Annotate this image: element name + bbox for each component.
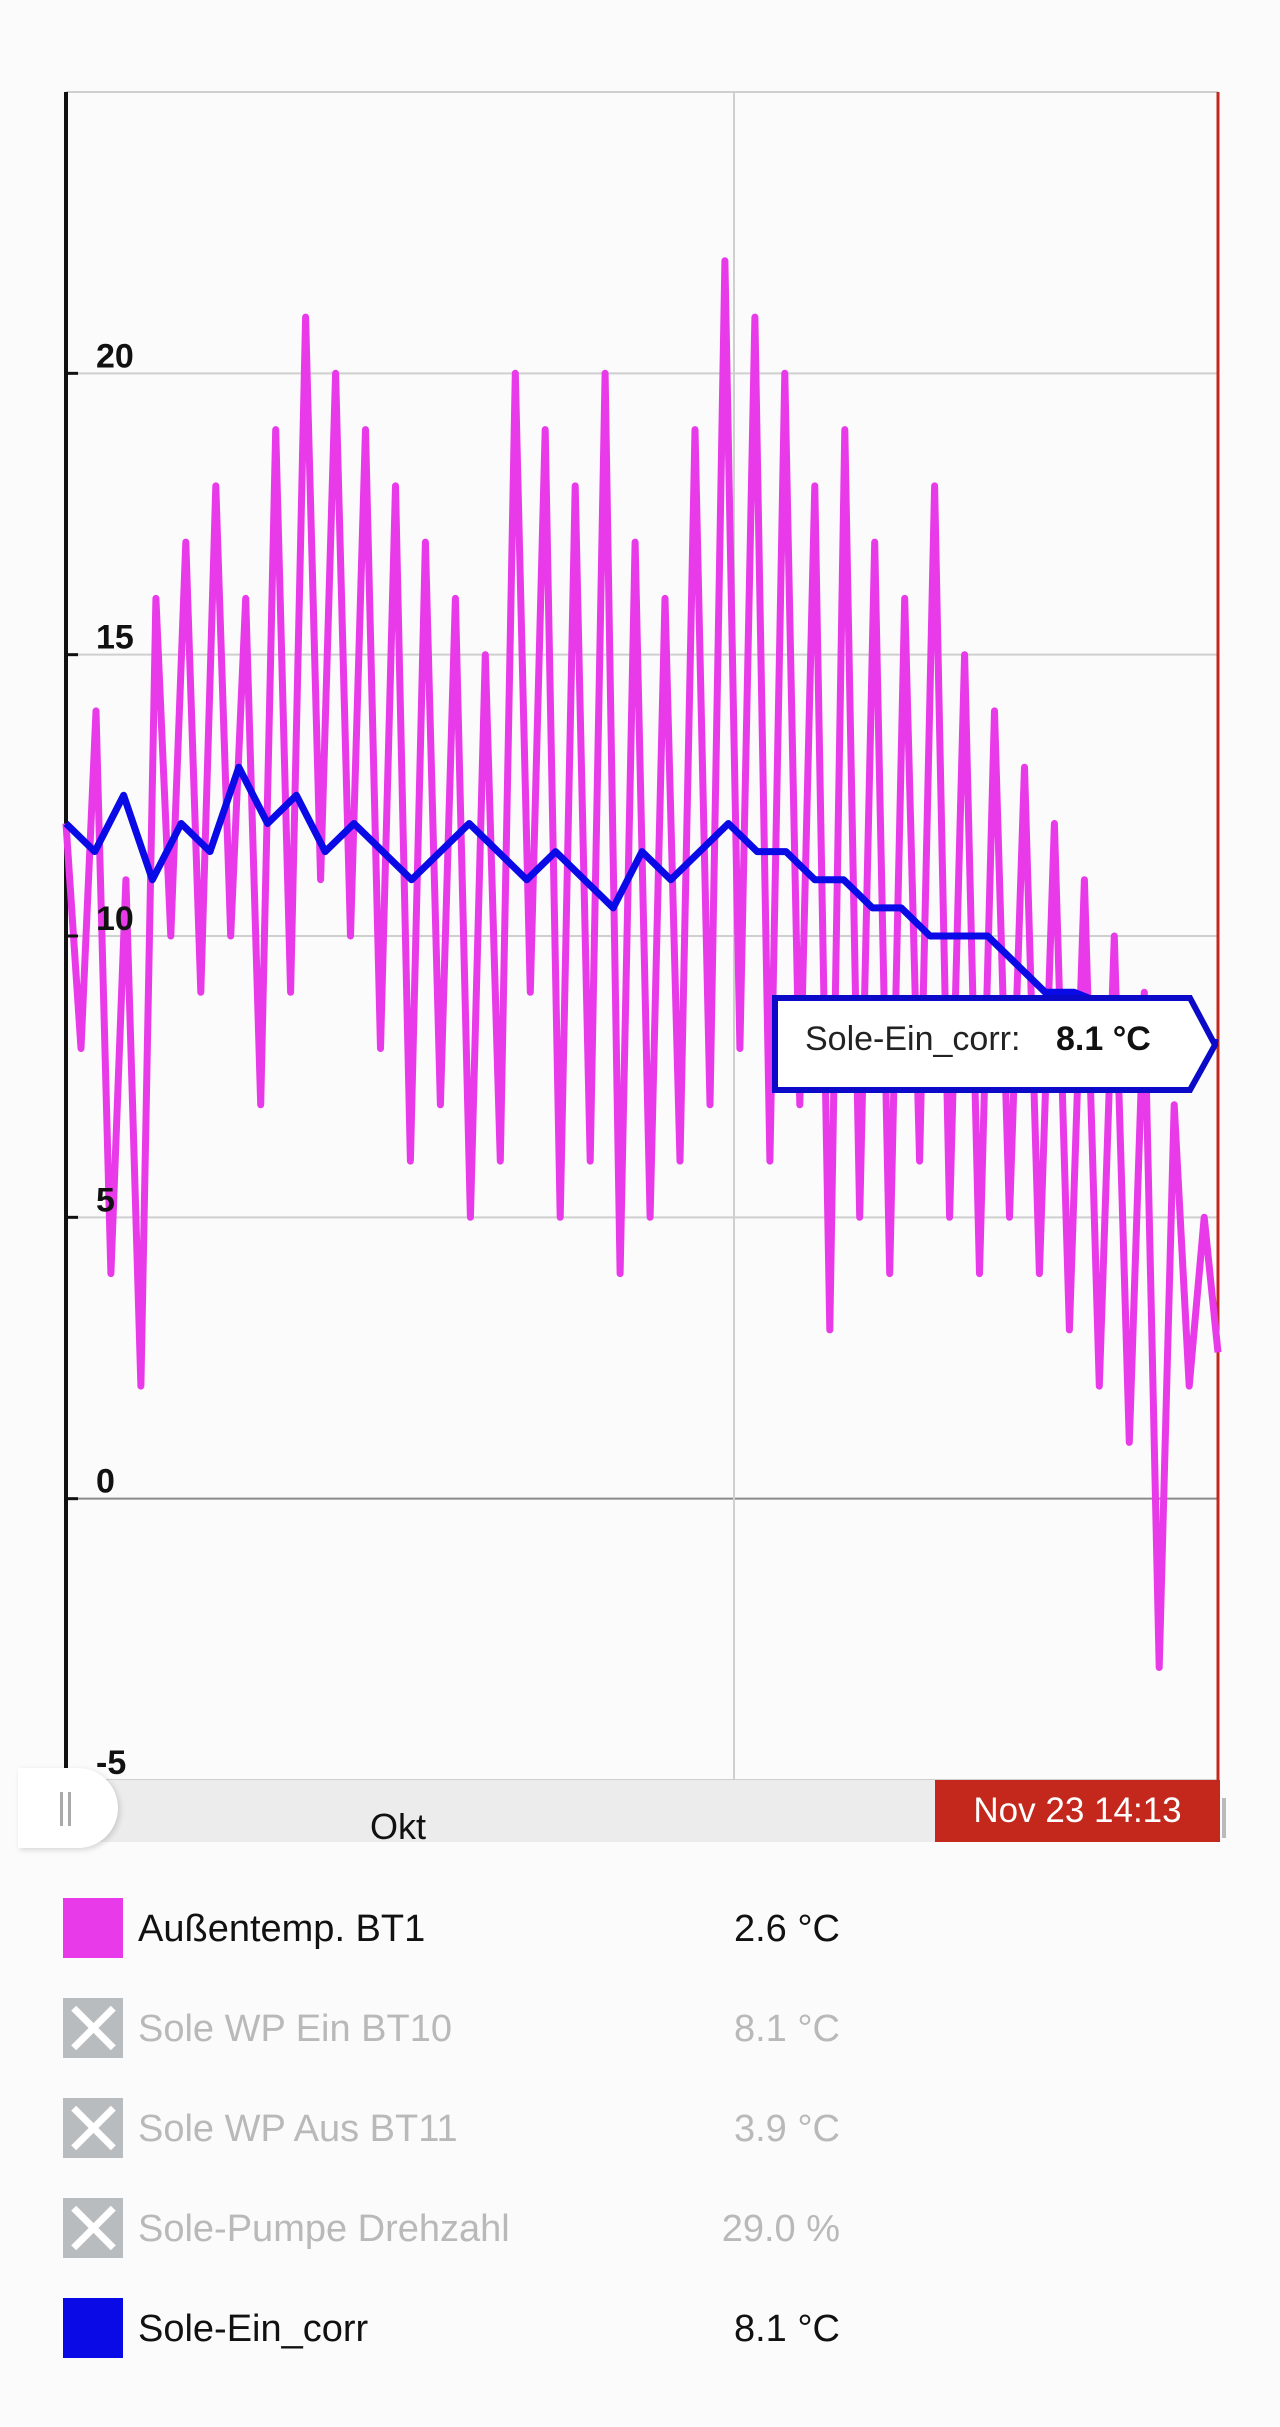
legend-value: 8.1 °C — [733, 2008, 840, 2050]
navigator-month-label: Okt — [370, 1806, 427, 1847]
chart[interactable]: -5 0 5 10 15 20 Sole-Ein_corr: 8.1 °C — [0, 0, 1280, 1780]
legend-name: Sole WP Ein BT10 — [138, 2008, 453, 2050]
y-tick-label: -5 — [96, 1744, 126, 1780]
y-tick-label: 0 — [96, 1463, 115, 1501]
navigator-right-handle[interactable] — [1222, 1798, 1226, 1838]
legend: Außentemp. BT1 2.6 °C Sole WP Ein BT10 8… — [0, 1888, 1280, 2388]
time-navigator[interactable]: Okt Nov 23 14:13 — [0, 1762, 1280, 1852]
hidden-series-x-icon[interactable] — [63, 2098, 123, 2158]
series-line-0 — [62, 257, 1222, 1671]
legend-name: Sole-Ein_corr — [138, 2308, 369, 2350]
legend-item-sole-pumpe[interactable]: Sole-Pumpe Drehzahl 29.0 % — [0, 2188, 1280, 2288]
legend-item-sole-ein-corr[interactable]: Sole-Ein_corr 8.1 °C — [0, 2288, 1280, 2388]
navigator-left-handle[interactable] — [18, 1768, 118, 1848]
cursor-time-label: Nov 23 14:13 — [935, 1780, 1220, 1842]
y-tick-label: 15 — [96, 619, 134, 657]
legend-name: Sole WP Aus BT11 — [138, 2108, 458, 2150]
legend-value: 3.9 °C — [733, 2108, 840, 2150]
tooltip-series: Sole-Ein_corr: — [805, 1020, 1020, 1058]
legend-name: Sole-Pumpe Drehzahl — [138, 2208, 510, 2250]
tooltip-value: 8.1 °C — [1056, 1020, 1151, 1058]
legend-value: 2.6 °C — [733, 1908, 840, 1950]
legend-value: 29.0 % — [721, 2208, 840, 2250]
series-color-swatch[interactable] — [63, 2298, 123, 2358]
legend-name: Außentemp. BT1 — [138, 1908, 426, 1950]
y-tick-label: 10 — [96, 900, 134, 938]
series-color-swatch[interactable] — [63, 1898, 123, 1958]
legend-item-sole-wp-ein[interactable]: Sole WP Ein BT10 8.1 °C — [0, 1988, 1280, 2088]
y-tick-label: 20 — [96, 337, 134, 375]
legend-item-aussentemp[interactable]: Außentemp. BT1 2.6 °C — [0, 1888, 1280, 1988]
legend-item-sole-wp-aus[interactable]: Sole WP Aus BT11 3.9 °C — [0, 2088, 1280, 2188]
series-line-4 — [63, 763, 1219, 1047]
tooltip: Sole-Ein_corr: 8.1 °C — [772, 995, 1219, 1093]
y-axis: -5 0 5 10 15 20 — [64, 337, 134, 1780]
y-tick-label: 5 — [96, 1181, 115, 1219]
legend-value: 8.1 °C — [733, 2308, 840, 2350]
hidden-series-x-icon[interactable] — [63, 2198, 123, 2258]
hidden-series-x-icon[interactable] — [63, 1998, 123, 2058]
series-layer — [62, 257, 1222, 1671]
tooltip-box — [772, 995, 1219, 1093]
